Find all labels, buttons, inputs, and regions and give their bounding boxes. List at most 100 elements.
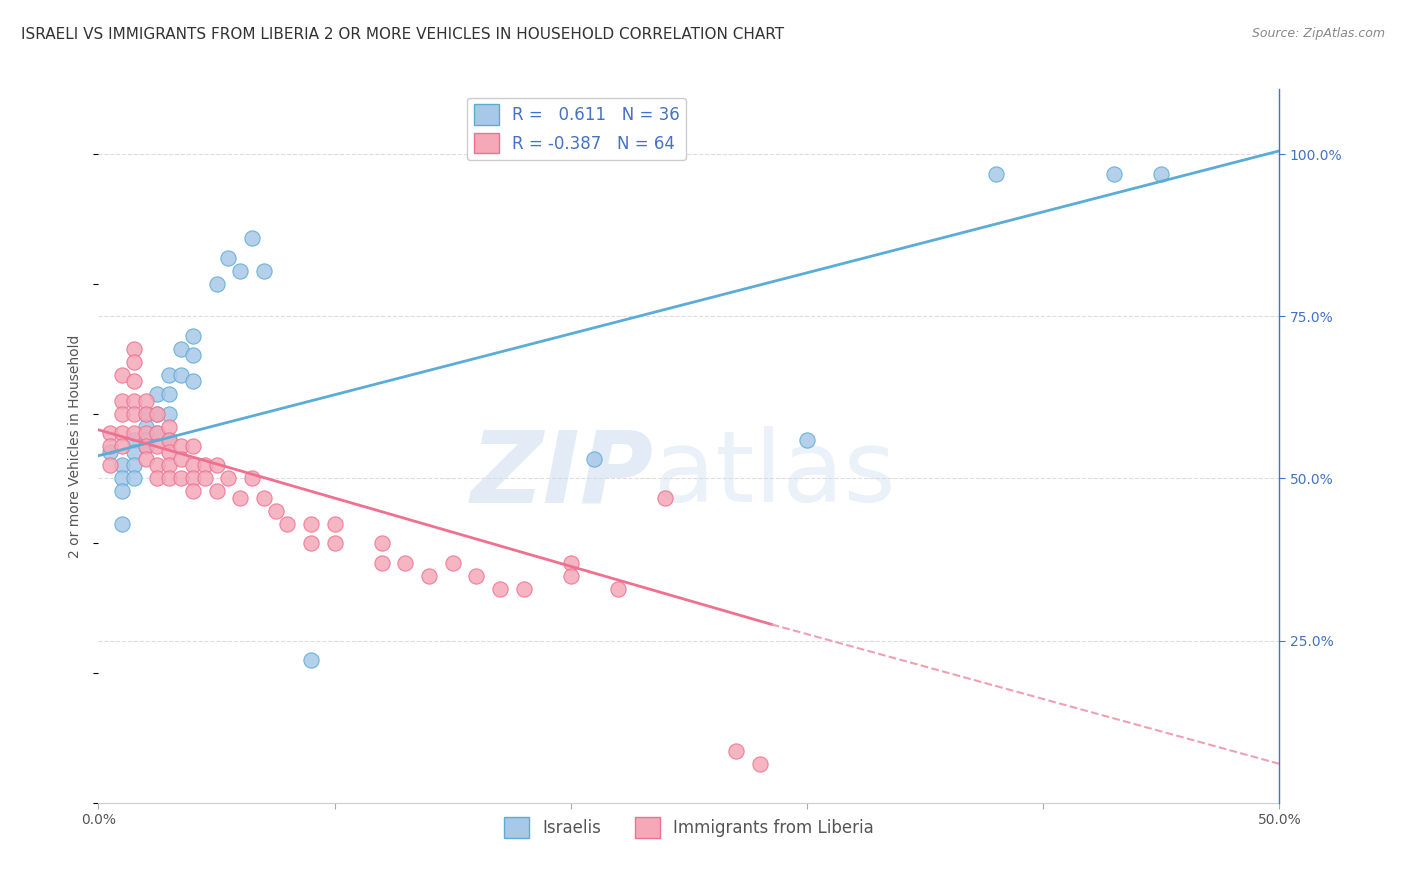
Point xyxy=(98,445,121,459)
Text: Source: ZipAtlas.com: Source: ZipAtlas.com xyxy=(1251,27,1385,40)
Point xyxy=(181,374,204,388)
Point xyxy=(170,342,193,356)
Point xyxy=(796,433,818,447)
Point xyxy=(122,425,145,440)
Point xyxy=(371,556,394,570)
Point xyxy=(122,433,145,447)
Point xyxy=(122,342,145,356)
Point xyxy=(181,348,204,362)
Point xyxy=(135,439,157,453)
Point xyxy=(157,458,180,473)
Point xyxy=(170,452,193,467)
Point xyxy=(181,328,204,343)
Point xyxy=(170,368,193,382)
Point xyxy=(122,354,145,368)
Point xyxy=(146,407,169,421)
Point xyxy=(122,393,145,408)
Point xyxy=(135,393,157,408)
Point xyxy=(157,445,180,459)
Point xyxy=(111,393,134,408)
Point xyxy=(135,425,157,440)
Point xyxy=(157,433,180,447)
Point xyxy=(157,387,180,401)
Point xyxy=(135,407,157,421)
Point xyxy=(253,491,276,505)
Point xyxy=(323,536,346,550)
Point xyxy=(465,568,488,582)
Point xyxy=(98,439,121,453)
Text: ISRAELI VS IMMIGRANTS FROM LIBERIA 2 OR MORE VEHICLES IN HOUSEHOLD CORRELATION C: ISRAELI VS IMMIGRANTS FROM LIBERIA 2 OR … xyxy=(21,27,785,42)
Point xyxy=(1150,167,1173,181)
Point xyxy=(181,439,204,453)
Point xyxy=(748,756,770,771)
Point xyxy=(170,439,193,453)
Point xyxy=(122,458,145,473)
Point xyxy=(111,516,134,531)
Point xyxy=(135,419,157,434)
Point xyxy=(418,568,440,582)
Point xyxy=(122,471,145,485)
Point xyxy=(111,425,134,440)
Point xyxy=(253,264,276,278)
Point xyxy=(146,387,169,401)
Point xyxy=(984,167,1007,181)
Point xyxy=(135,433,157,447)
Point xyxy=(111,458,134,473)
Point xyxy=(146,439,169,453)
Point xyxy=(299,536,322,550)
Point xyxy=(181,484,204,499)
Point xyxy=(240,231,263,245)
Point xyxy=(217,471,239,485)
Point xyxy=(146,407,169,421)
Point xyxy=(111,484,134,499)
Point xyxy=(560,568,582,582)
Point xyxy=(98,458,121,473)
Point xyxy=(489,582,512,596)
Point xyxy=(135,439,157,453)
Legend: Israelis, Immigrants from Liberia: Israelis, Immigrants from Liberia xyxy=(498,811,880,845)
Point xyxy=(181,471,204,485)
Point xyxy=(607,582,630,596)
Point xyxy=(157,407,180,421)
Point xyxy=(394,556,416,570)
Point xyxy=(1102,167,1125,181)
Point xyxy=(264,504,287,518)
Point xyxy=(583,452,606,467)
Text: ZIP: ZIP xyxy=(471,426,654,523)
Point xyxy=(194,458,217,473)
Point xyxy=(240,471,263,485)
Point xyxy=(229,491,252,505)
Point xyxy=(654,491,676,505)
Point xyxy=(194,471,217,485)
Point xyxy=(157,368,180,382)
Point xyxy=(299,653,322,667)
Point xyxy=(205,458,228,473)
Point xyxy=(725,744,748,758)
Point xyxy=(217,251,239,265)
Point xyxy=(205,484,228,499)
Point xyxy=(122,407,145,421)
Point xyxy=(157,471,180,485)
Point xyxy=(157,433,180,447)
Point xyxy=(560,556,582,570)
Point xyxy=(146,471,169,485)
Point xyxy=(122,374,145,388)
Point xyxy=(146,425,169,440)
Text: atlas: atlas xyxy=(654,426,896,523)
Point xyxy=(181,458,204,473)
Point xyxy=(299,516,322,531)
Point xyxy=(229,264,252,278)
Point xyxy=(111,439,134,453)
Point xyxy=(122,445,145,459)
Point xyxy=(111,407,134,421)
Point xyxy=(157,419,180,434)
Point xyxy=(98,425,121,440)
Point xyxy=(111,471,134,485)
Point xyxy=(111,368,134,382)
Y-axis label: 2 or more Vehicles in Household: 2 or more Vehicles in Household xyxy=(69,334,83,558)
Point xyxy=(146,458,169,473)
Point xyxy=(512,582,534,596)
Point xyxy=(441,556,464,570)
Point xyxy=(323,516,346,531)
Point xyxy=(205,277,228,291)
